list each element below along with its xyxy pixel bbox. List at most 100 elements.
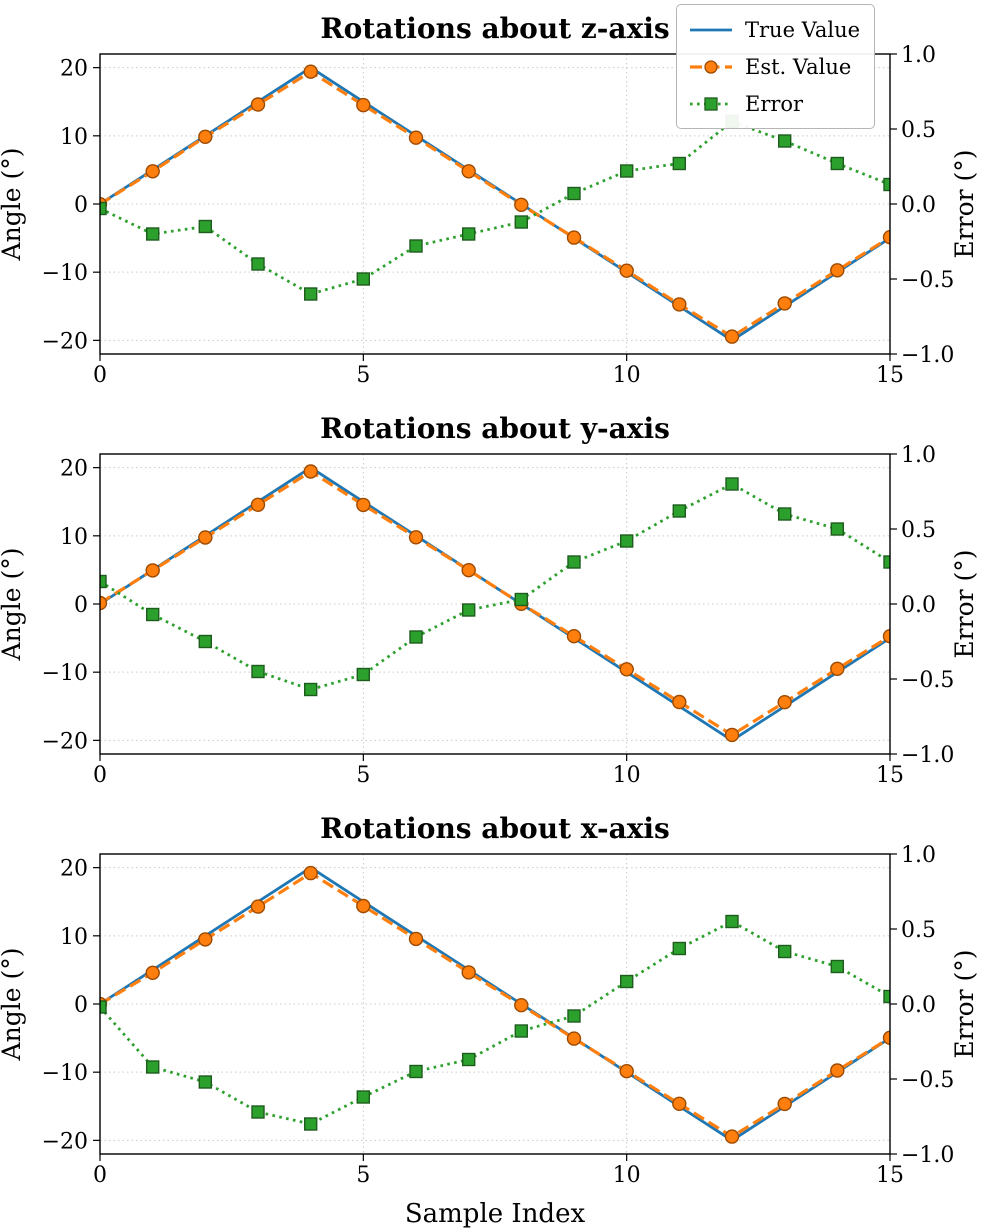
x-tick-label: 5 <box>356 763 370 788</box>
y-axis-label-right-x: Error (°) <box>950 949 979 1058</box>
marker-square-error <box>567 186 581 201</box>
marker-square-error <box>620 534 634 548</box>
legend-item-est-value: Est. Value <box>687 48 860 85</box>
legend-label-error: Error <box>745 91 804 116</box>
y-tick-label-right: −0.5 <box>901 668 954 693</box>
marker-square-error <box>620 974 634 989</box>
marker-circle-est-value <box>830 263 845 278</box>
chart-y-axis: Rotations about y-axis Angle (°) Error (… <box>0 412 979 788</box>
legend-label-est: Est. Value <box>745 54 852 79</box>
y-tick-label-left: −10 <box>42 661 88 686</box>
x-tick-label: 0 <box>93 763 107 788</box>
legend-item-true-value: True Value <box>687 11 860 48</box>
marker-circle-est-value <box>198 129 213 145</box>
marker-circle-est-value <box>830 661 845 676</box>
x-tick-label: 5 <box>356 363 370 388</box>
series-layer <box>99 464 891 743</box>
plot-area-z: 0 5 10 15 −20 −10 0 10 20 −1.0 −0.5 0.0 0.5 1.0 <box>42 43 955 388</box>
y-tick-label-right: −1.0 <box>901 743 954 768</box>
y-tick-label-left: −20 <box>42 1129 88 1154</box>
y-tick-label-right: 0.5 <box>901 118 936 143</box>
y-axis-label-right-z: Error (°) <box>950 149 979 258</box>
legend-sample-true-line <box>690 28 732 31</box>
x-tick-label: 15 <box>876 363 904 388</box>
marker-square-error <box>462 603 476 617</box>
marker-circle-est-value <box>514 997 529 1013</box>
marker-circle-est-value <box>566 628 582 644</box>
y-tick-label-left: −10 <box>42 261 88 286</box>
marker-square-error <box>251 1105 265 1119</box>
marker-square-error <box>567 555 581 569</box>
marker-circle-est-value <box>198 932 213 947</box>
marker-square-error <box>778 507 792 521</box>
x-tick-label: 0 <box>93 363 107 388</box>
legend-marker-square <box>704 96 718 111</box>
marker-square-error <box>145 607 160 622</box>
y-tick-label-right: 0.5 <box>901 518 936 543</box>
marker-square-error <box>778 134 792 148</box>
series-line-est-value <box>99 469 891 737</box>
marker-square-error <box>725 477 739 491</box>
y-axis-label-right-y: Error (°) <box>950 549 979 658</box>
y-tick-label-left: −20 <box>42 729 88 754</box>
marker-square-error <box>198 219 213 234</box>
marker-square-error <box>830 156 844 171</box>
y-tick-label-right: 1.0 <box>901 43 936 68</box>
marker-circle-est-value <box>408 130 424 145</box>
marker-circle-est-value <box>356 97 371 113</box>
y-tick-label-left: 10 <box>60 525 88 550</box>
x-tick-label: 0 <box>93 1163 107 1188</box>
marker-circle-est-value <box>303 464 318 479</box>
legend-sample-error-line <box>690 96 732 111</box>
y-tick-label-left: −20 <box>42 329 88 354</box>
y-axis-label-left-x: Angle (°) <box>0 948 26 1062</box>
y-tick-label-right: 0.0 <box>901 593 936 618</box>
marker-square-error <box>778 944 792 959</box>
marker-square-error <box>462 227 476 241</box>
marker-square-error <box>672 156 686 171</box>
chart-x-axis: Rotations about x-axis Angle (°) Error (… <box>0 812 979 1229</box>
marker-circle-est-value <box>619 1064 634 1079</box>
marker-square-error <box>672 941 686 956</box>
marker-circle-est-value <box>145 563 160 578</box>
marker-square-error <box>356 1090 370 1104</box>
plot-area-x: 0 5 10 15 −20 −10 0 10 20 −1.0 −0.5 0.0 0.5 1.0 <box>42 843 955 1188</box>
marker-square-error <box>198 1075 213 1089</box>
chart-title-z: Rotations about z-axis <box>320 12 669 45</box>
marker-square-error <box>145 1060 160 1074</box>
marker-circle-est-value <box>514 197 529 213</box>
marker-square-error <box>251 257 265 271</box>
marker-square-error <box>145 227 160 241</box>
marker-circle-est-value <box>777 695 792 710</box>
series-line-error <box>99 920 891 1126</box>
marker-square-error <box>462 1052 476 1067</box>
x-tick-label: 15 <box>876 763 904 788</box>
marker-square-error <box>725 914 739 929</box>
marker-circle-est-value <box>724 1129 740 1144</box>
marker-circle-est-value <box>356 898 371 914</box>
x-tick-label: 10 <box>613 763 641 788</box>
series-line-error <box>99 482 891 691</box>
marker-circle-est-value <box>250 899 266 914</box>
x-axis-label: Sample Index <box>405 1199 586 1229</box>
marker-square-error <box>251 664 265 679</box>
series-layer <box>99 865 891 1144</box>
y-axis-label-left-z: Angle (°) <box>0 148 26 262</box>
y-tick-label-right: −0.5 <box>901 268 954 293</box>
legend-marker-circle <box>704 59 718 74</box>
series-line-error <box>99 120 891 296</box>
marker-circle-est-value <box>145 965 160 981</box>
marker-square-error <box>567 1009 581 1023</box>
series-line-est-value <box>99 70 891 339</box>
y-tick-label-right: −1.0 <box>901 343 954 368</box>
marker-square-error <box>356 272 370 286</box>
y-tick-label-left: 20 <box>60 57 88 82</box>
marker-circle-est-value <box>250 97 266 112</box>
y-tick-label-left: 10 <box>60 125 88 150</box>
y-tick-label-left: 0 <box>74 593 88 618</box>
legend-item-error: Error <box>687 85 860 122</box>
marker-square-error <box>304 682 318 697</box>
y-tick-label-left: 20 <box>60 857 88 882</box>
marker-circle-est-value <box>724 329 740 344</box>
